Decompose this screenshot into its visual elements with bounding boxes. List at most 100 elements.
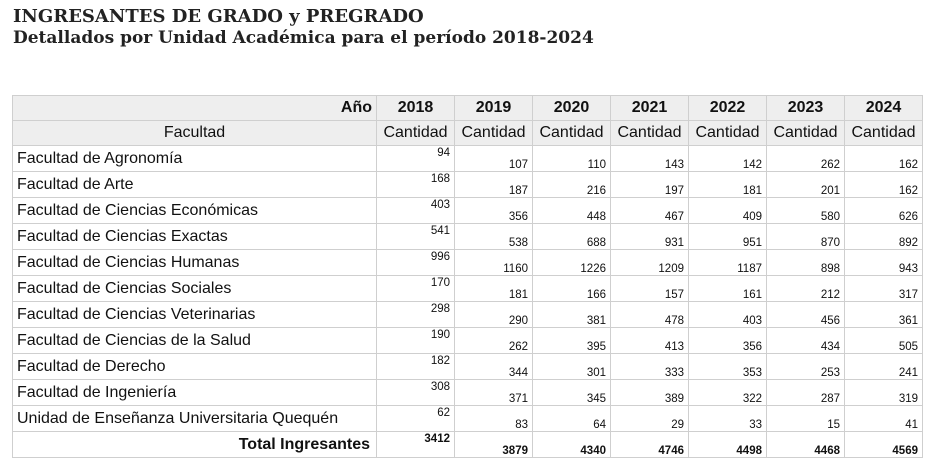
measure-label: Cantidad <box>766 120 845 146</box>
faculty-name: Facultad de Arte <box>12 171 377 198</box>
enrollment-count: 381 <box>532 301 611 328</box>
enrollment-count: 1187 <box>688 249 767 276</box>
year-2024-header[interactable]: 2024 <box>844 95 923 121</box>
total-value: 4340 <box>532 431 611 458</box>
enrollment-count: 403 <box>376 197 455 224</box>
enrollment-count: 162 <box>844 171 923 198</box>
enrollment-count: 931 <box>610 223 689 250</box>
enrollment-count: 389 <box>610 379 689 406</box>
enrollment-count: 353 <box>688 353 767 380</box>
enrollment-table: Año 2018 2019 2020 2021 2022 2023 2024 F… <box>12 95 923 458</box>
faculty-name: Facultad de Ciencias Humanas <box>12 249 377 276</box>
year-header-row: Año 2018 2019 2020 2021 2022 2023 2024 <box>12 95 923 121</box>
enrollment-count: 456 <box>766 301 845 328</box>
enrollment-count: 197 <box>610 171 689 198</box>
enrollment-count: 33 <box>688 405 767 432</box>
measure-label: Cantidad <box>376 120 455 146</box>
enrollment-count: 170 <box>376 275 455 302</box>
total-value: 3412 <box>376 431 455 458</box>
enrollment-count: 241 <box>844 353 923 380</box>
faculty-name: Facultad de Agronomía <box>12 145 377 172</box>
table-row: Facultad de Ciencias Económicas 403 356 448… <box>12 197 923 224</box>
enrollment-count: 64 <box>532 405 611 432</box>
table-row: Facultad de Ciencias Humanas 996 1160 1226 1… <box>12 249 923 276</box>
enrollment-count: 344 <box>454 353 533 380</box>
year-2023-header[interactable]: 2023 <box>766 95 845 121</box>
measure-label: Cantidad <box>454 120 533 146</box>
enrollment-count: 62 <box>376 405 455 432</box>
enrollment-count: 333 <box>610 353 689 380</box>
enrollment-count: 298 <box>376 301 455 328</box>
enrollment-count: 201 <box>766 171 845 198</box>
year-2018-header[interactable]: 2018 <box>376 95 455 121</box>
enrollment-count: 951 <box>688 223 767 250</box>
enrollment-count: 870 <box>766 223 845 250</box>
total-value: 4468 <box>766 431 845 458</box>
total-row: Total Ingresantes 3412 3879 4340 4746 44… <box>12 431 923 458</box>
enrollment-count: 345 <box>532 379 611 406</box>
enrollment-count: 190 <box>376 327 455 354</box>
enrollment-count: 107 <box>454 145 533 172</box>
report-subtitle: Detallados por Unidad Académica para el … <box>13 28 594 48</box>
enrollment-count: 413 <box>610 327 689 354</box>
year-2022-header[interactable]: 2022 <box>688 95 767 121</box>
measure-label: Cantidad <box>688 120 767 146</box>
enrollment-count: 892 <box>844 223 923 250</box>
faculty-column-header[interactable]: Facultad <box>12 120 377 146</box>
enrollment-count: 395 <box>532 327 611 354</box>
enrollment-count: 322 <box>688 379 767 406</box>
enrollment-count: 448 <box>532 197 611 224</box>
faculty-name: Facultad de Ciencias Veterinarias <box>12 301 377 328</box>
enrollment-count: 287 <box>766 379 845 406</box>
table-row: Facultad de Ciencias Exactas 541 538 688 931… <box>12 223 923 250</box>
enrollment-count: 356 <box>454 197 533 224</box>
measure-header-row: Facultad Cantidad Cantidad Cantidad Cant… <box>12 120 923 146</box>
enrollment-count: 83 <box>454 405 533 432</box>
table-row: Facultad de Ciencias Sociales 170 181 166 15… <box>12 275 923 302</box>
enrollment-count: 898 <box>766 249 845 276</box>
enrollment-count: 142 <box>688 145 767 172</box>
enrollment-count: 253 <box>766 353 845 380</box>
enrollment-count: 538 <box>454 223 533 250</box>
year-2019-header[interactable]: 2019 <box>454 95 533 121</box>
enrollment-count: 467 <box>610 197 689 224</box>
enrollment-count: 1209 <box>610 249 689 276</box>
year-axis-label: Año <box>12 95 377 121</box>
table-row: Unidad de Enseñanza Universitaria Quequé… <box>12 405 923 432</box>
enrollment-count: 110 <box>532 145 611 172</box>
enrollment-count: 688 <box>532 223 611 250</box>
enrollment-count: 181 <box>688 171 767 198</box>
enrollment-count: 505 <box>844 327 923 354</box>
faculty-rows: Facultad de Agronomía 94 107 110 143 142 262 16… <box>12 145 923 432</box>
total-value: 3879 <box>454 431 533 458</box>
year-2021-header[interactable]: 2021 <box>610 95 689 121</box>
report-title: INGRESANTES DE GRADO y PREGRADO <box>13 6 424 27</box>
enrollment-count: 41 <box>844 405 923 432</box>
measure-label: Cantidad <box>532 120 611 146</box>
enrollment-count: 1226 <box>532 249 611 276</box>
enrollment-count: 409 <box>688 197 767 224</box>
enrollment-count: 216 <box>532 171 611 198</box>
enrollment-count: 182 <box>376 353 455 380</box>
enrollment-count: 212 <box>766 275 845 302</box>
enrollment-count: 356 <box>688 327 767 354</box>
enrollment-count: 168 <box>376 171 455 198</box>
enrollment-count: 371 <box>454 379 533 406</box>
table-row: Facultad de Arte 168 187 216 197 181 201 162 <box>12 171 923 198</box>
enrollment-count: 626 <box>844 197 923 224</box>
enrollment-count: 161 <box>688 275 767 302</box>
table-row: Facultad de Ciencias de la Salud 190 262 39… <box>12 327 923 354</box>
enrollment-count: 943 <box>844 249 923 276</box>
faculty-name: Facultad de Ingeniería <box>12 379 377 406</box>
enrollment-count: 290 <box>454 301 533 328</box>
faculty-name: Unidad de Enseñanza Universitaria Quequé… <box>12 405 377 432</box>
enrollment-count: 162 <box>844 145 923 172</box>
enrollment-count: 403 <box>688 301 767 328</box>
enrollment-count: 319 <box>844 379 923 406</box>
enrollment-count: 308 <box>376 379 455 406</box>
enrollment-count: 181 <box>454 275 533 302</box>
measure-label: Cantidad <box>610 120 689 146</box>
year-2020-header[interactable]: 2020 <box>532 95 611 121</box>
enrollment-count: 1160 <box>454 249 533 276</box>
table-row: Facultad de Agronomía 94 107 110 143 142 262 16… <box>12 145 923 172</box>
